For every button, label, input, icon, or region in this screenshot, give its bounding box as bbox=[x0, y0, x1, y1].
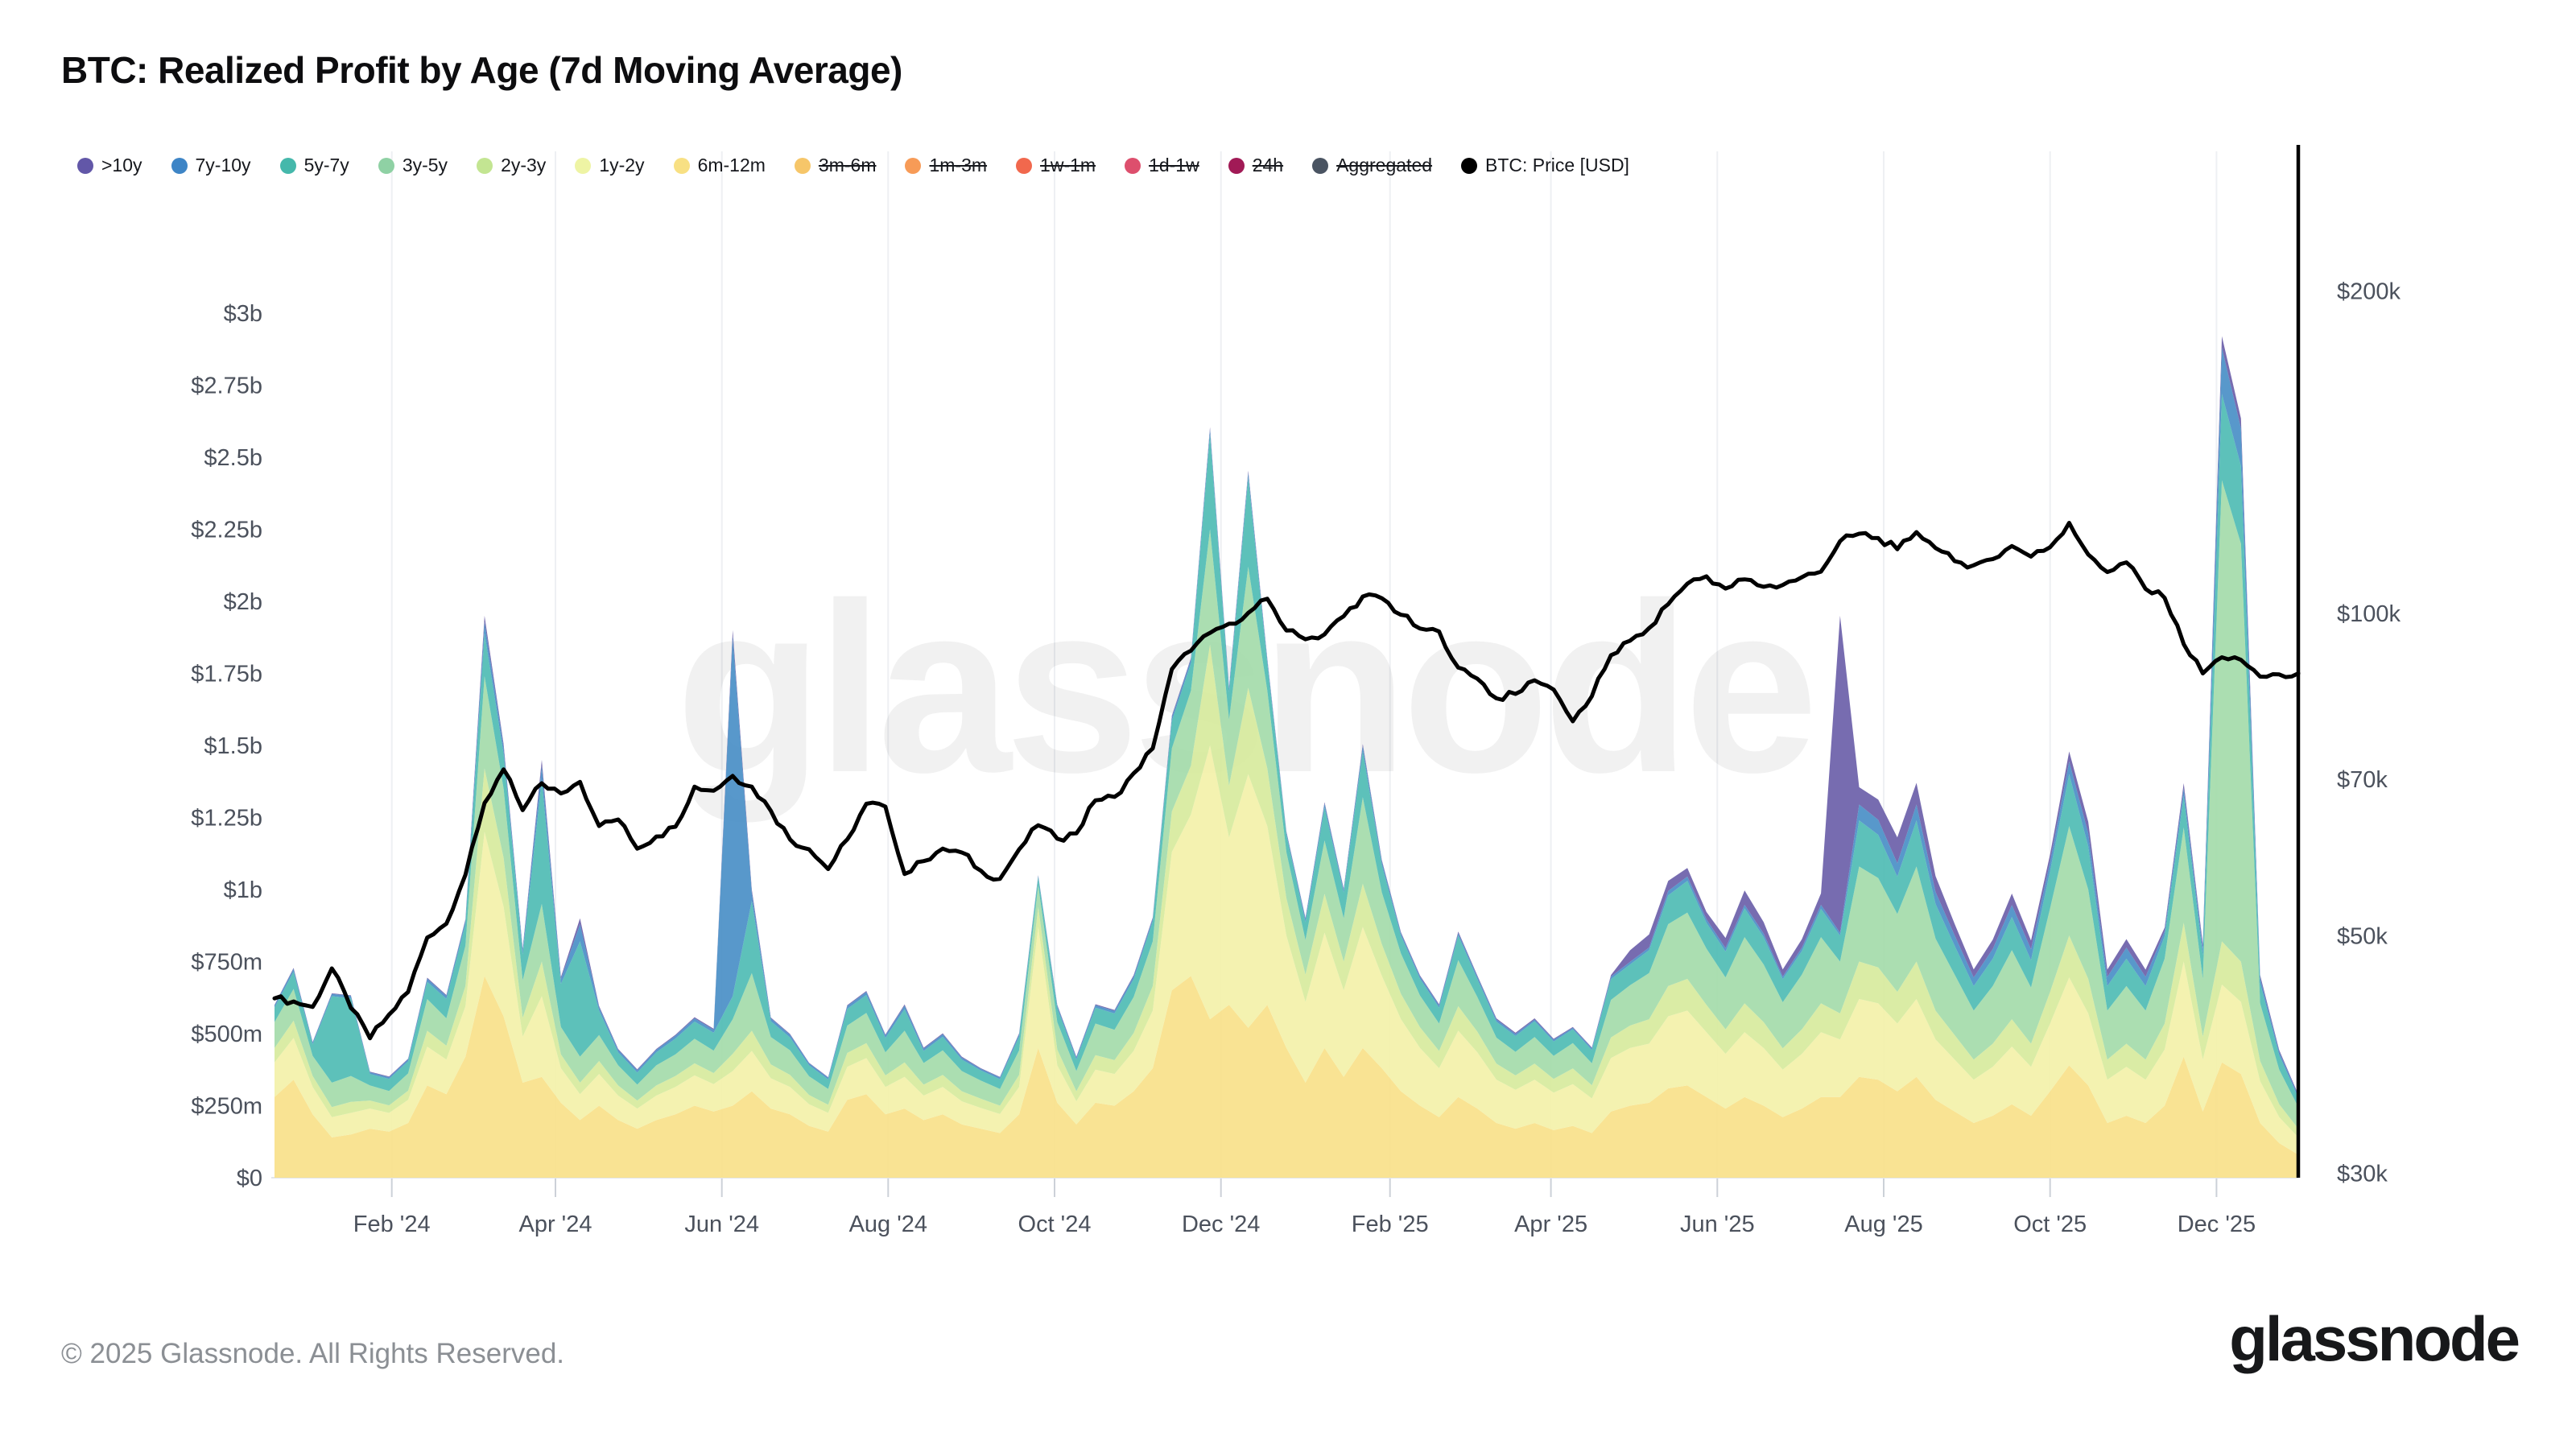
y-left-tick-label: $500m bbox=[191, 1022, 262, 1047]
legend-item-btc-price-usd[interactable]: BTC: Price [USD] bbox=[1461, 155, 1629, 176]
legend-dot-5y-7y bbox=[279, 157, 296, 174]
legend-dot-7y-10y bbox=[171, 157, 188, 174]
y-right-tick-label: $100k bbox=[2337, 601, 2401, 627]
x-tick-label: Oct '24 bbox=[1018, 1212, 1092, 1237]
glassnode-logo: glassnode bbox=[2229, 1303, 2520, 1374]
legend-item-3y-5y[interactable]: 3y-5y bbox=[378, 155, 448, 176]
legend-item-3m-6m[interactable]: 3m-6m bbox=[794, 155, 877, 176]
x-tick-label: Feb '25 bbox=[1352, 1212, 1429, 1237]
y-right-tick-label: $200k bbox=[2337, 279, 2401, 305]
legend-dot-24h bbox=[1228, 157, 1245, 174]
legend-item-24h[interactable]: 24h bbox=[1228, 155, 1283, 176]
legend-item-1m-3m[interactable]: 1m-3m bbox=[905, 155, 987, 176]
y-left-tick-label: $1.75b bbox=[191, 662, 262, 687]
y-right-tick-label: $50k bbox=[2337, 923, 2388, 949]
legend-item-6m-12m[interactable]: 6m-12m bbox=[673, 155, 766, 176]
legend-dot-1d-1w bbox=[1125, 157, 1141, 174]
legend-item-1y-2y[interactable]: 1y-2y bbox=[575, 155, 645, 176]
x-tick-label: Aug '24 bbox=[849, 1212, 927, 1237]
legend: >10y 7y-10y 5y-7y 3y-5y 2y-3y 1y-2y 6m-12m 3m-6… bbox=[77, 155, 1629, 176]
legend-item-1d-1w[interactable]: 1d-1w bbox=[1125, 155, 1199, 176]
legend-dot-1y-2y bbox=[575, 157, 592, 174]
x-tick-label: Dec '24 bbox=[1182, 1212, 1260, 1237]
y-left-tick-label: $2.75b bbox=[191, 374, 262, 399]
legend-item-2y-3y[interactable]: 2y-3y bbox=[477, 155, 546, 176]
legend-label-10y: >10y bbox=[101, 155, 142, 175]
y-left-tick-label: $2.5b bbox=[204, 445, 262, 471]
x-tick-label: Jun '24 bbox=[684, 1212, 759, 1237]
x-tick-label: Apr '25 bbox=[1514, 1212, 1587, 1237]
x-tick-label: Dec '25 bbox=[2178, 1212, 2256, 1237]
legend-item-7y-10y[interactable]: 7y-10y bbox=[171, 155, 251, 176]
y-left-tick-label: $250m bbox=[191, 1094, 262, 1120]
legend-dot-aggregated bbox=[1312, 157, 1329, 174]
legend-dot-btc-price-usd bbox=[1461, 157, 1478, 174]
legend-dot-3m-6m bbox=[794, 157, 811, 174]
y-left-tick-label: $2b bbox=[224, 589, 262, 615]
legend-item-aggregated[interactable]: Aggregated bbox=[1312, 155, 1432, 176]
y-left-tick-label: $1.25b bbox=[191, 806, 262, 832]
legend-label-1d-1w: 1d-1w bbox=[1149, 155, 1199, 175]
legend-dot-2y-3y bbox=[477, 157, 493, 174]
legend-label-1m-3m: 1m-3m bbox=[929, 155, 988, 175]
legend-dot-1w-1m bbox=[1016, 157, 1033, 174]
chart-title: BTC: Realized Profit by Age (7d Moving A… bbox=[61, 49, 902, 91]
copyright-text: © 2025 Glassnode. All Rights Reserved. bbox=[61, 1338, 565, 1369]
legend-item-1w-1m[interactable]: 1w-1m bbox=[1016, 155, 1096, 176]
y-left-tick-label: $1.5b bbox=[204, 733, 262, 759]
legend-dot-1m-3m bbox=[905, 157, 922, 174]
legend-item-10y[interactable]: >10y bbox=[77, 155, 142, 176]
area-series-1y-2y[interactable] bbox=[275, 745, 2298, 1155]
btc-price-line[interactable] bbox=[272, 521, 2301, 1041]
legend-label-1w-1m: 1w-1m bbox=[1040, 155, 1096, 175]
legend-label-btc-price-usd: BTC: Price [USD] bbox=[1485, 155, 1629, 175]
y-left-tick-label: $3b bbox=[224, 301, 262, 327]
legend-label-aggregated: Aggregated bbox=[1336, 155, 1433, 175]
legend-label-6m-12m: 6m-12m bbox=[697, 155, 766, 175]
y-left-tick-label: $1b bbox=[224, 877, 262, 903]
y-left-tick-label: $2.25b bbox=[191, 518, 262, 543]
x-tick-label: Apr '24 bbox=[519, 1212, 592, 1237]
y-right-tick-label: $70k bbox=[2337, 767, 2388, 793]
legend-dot-6m-12m bbox=[673, 157, 690, 174]
legend-label-24h: 24h bbox=[1252, 155, 1284, 175]
legend-dot-10y bbox=[77, 157, 93, 174]
legend-label-5y-7y: 5y-7y bbox=[303, 155, 349, 175]
y-left-tick-label: $0 bbox=[237, 1166, 262, 1191]
y-left-tick-label: $750m bbox=[191, 950, 262, 976]
x-tick-label: Feb '24 bbox=[353, 1212, 431, 1237]
area-series-6m-12m[interactable] bbox=[275, 976, 2298, 1178]
legend-label-2y-3y: 2y-3y bbox=[501, 155, 547, 175]
legend-dot-3y-5y bbox=[378, 157, 394, 174]
legend-label-7y-10y: 7y-10y bbox=[195, 155, 251, 175]
legend-label-3y-5y: 3y-5y bbox=[402, 155, 448, 175]
legend-item-5y-7y[interactable]: 5y-7y bbox=[279, 155, 349, 176]
legend-label-1y-2y: 1y-2y bbox=[599, 155, 645, 175]
x-tick-label: Aug '25 bbox=[1844, 1212, 1922, 1237]
x-tick-label: Oct '25 bbox=[2013, 1212, 2087, 1237]
x-tick-label: Jun '25 bbox=[1680, 1212, 1755, 1237]
legend-label-3m-6m: 3m-6m bbox=[818, 155, 877, 175]
y-right-tick-label: $30k bbox=[2337, 1161, 2388, 1187]
